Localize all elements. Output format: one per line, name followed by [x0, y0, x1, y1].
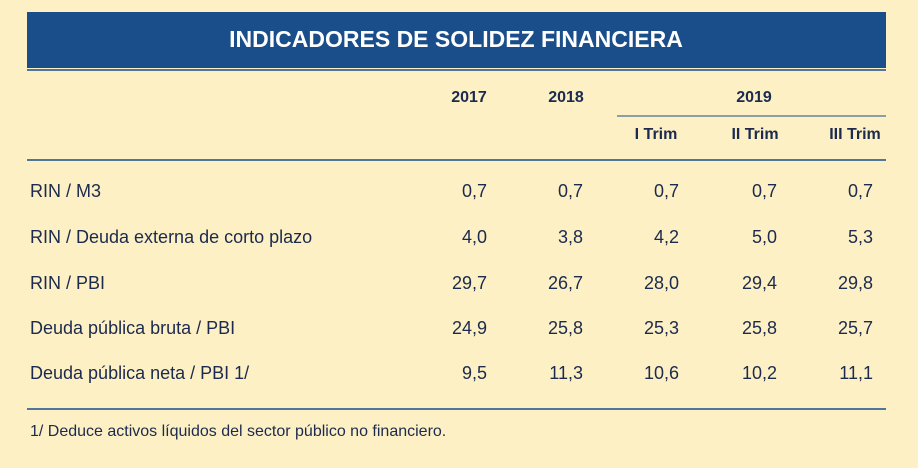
row-label: Deuda pública neta / PBI 1/	[30, 363, 249, 383]
cell-value: 0,7	[558, 181, 583, 201]
cell-value: 29,8	[838, 273, 873, 293]
column-header: 2017	[451, 89, 487, 106]
cell-value: 29,7	[452, 273, 487, 293]
column-header: 2018	[548, 89, 584, 106]
cell-value: 29,4	[742, 273, 777, 293]
row-label: Deuda pública bruta / PBI	[30, 318, 235, 338]
title-bar	[27, 12, 886, 68]
cell-value: 11,1	[839, 363, 873, 383]
cell-value: 28,0	[644, 273, 679, 293]
cell-value: 4,0	[462, 227, 487, 247]
cell-value: 5,0	[752, 227, 777, 247]
cell-value: 25,8	[548, 318, 583, 338]
cell-value: 4,2	[654, 227, 679, 247]
column-header: II Trim	[731, 126, 778, 143]
column-header: I Trim	[635, 126, 678, 143]
cell-value: 0,7	[654, 181, 679, 201]
cell-value: 25,7	[838, 318, 873, 338]
cell-value: 5,3	[848, 227, 873, 247]
group-header: 2019	[736, 89, 772, 106]
cell-value: 3,8	[558, 227, 583, 247]
footnote: 1/ Deduce activos líquidos del sector pú…	[30, 423, 446, 440]
row-label: RIN / PBI	[30, 273, 105, 293]
cell-value: 10,2	[742, 363, 777, 383]
column-header: III Trim	[829, 126, 881, 143]
cell-value: 11,3	[549, 363, 583, 383]
row-label: RIN / M3	[30, 181, 101, 201]
cell-value: 0,7	[462, 181, 487, 201]
cell-value: 25,3	[644, 318, 679, 338]
cell-value: 10,6	[644, 363, 679, 383]
cell-value: 24,9	[452, 318, 487, 338]
cell-value: 25,8	[742, 318, 777, 338]
row-label: RIN / Deuda externa de corto plazo	[30, 227, 312, 247]
cell-value: 0,7	[752, 181, 777, 201]
cell-value: 0,7	[848, 181, 873, 201]
cell-value: 26,7	[548, 273, 583, 293]
cell-value: 9,5	[462, 363, 487, 383]
title: INDICADORES DE SOLIDEZ FINANCIERA	[229, 26, 683, 52]
